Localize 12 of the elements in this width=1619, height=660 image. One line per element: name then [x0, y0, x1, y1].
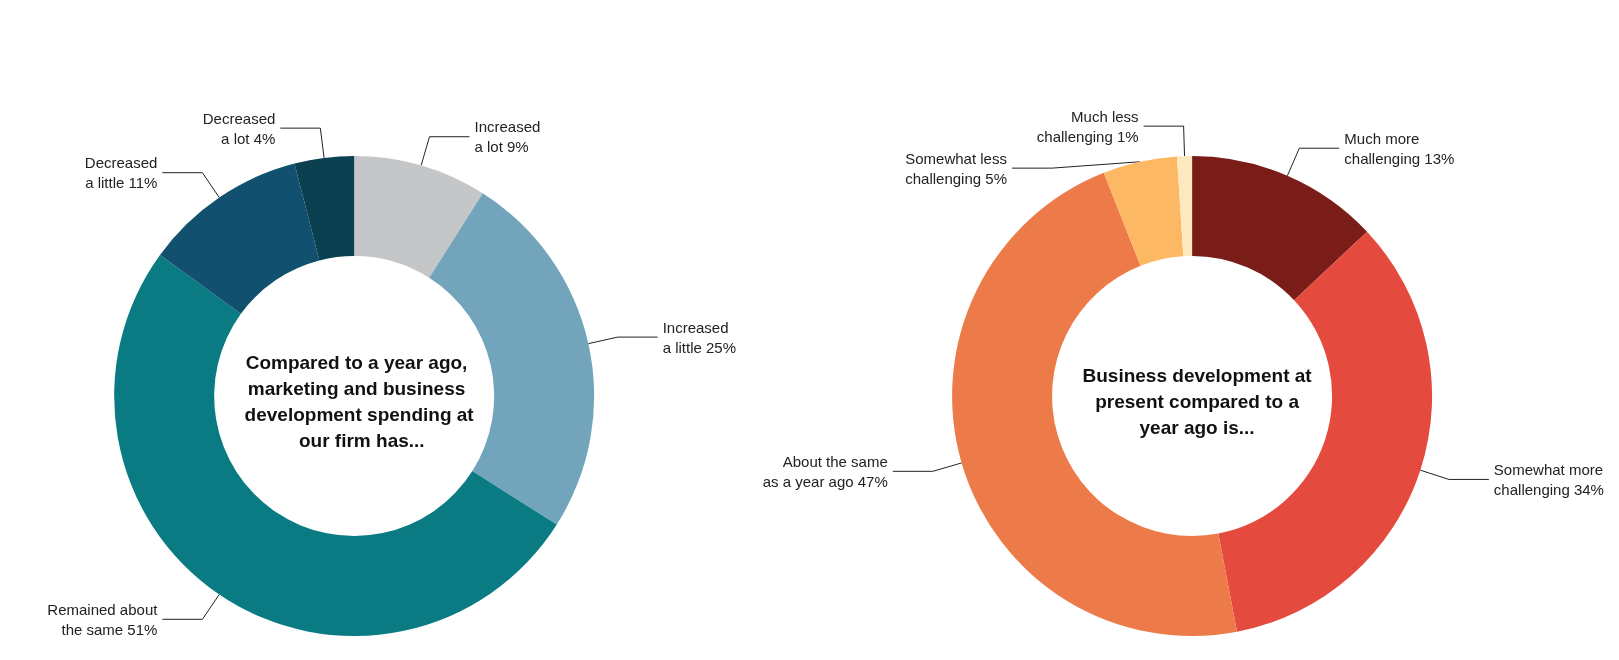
slice-label: Somewhat less challenging 5%: [905, 149, 1007, 187]
slice-label: Increased a lot 9%: [474, 118, 541, 156]
text: Business development at present compared to a year ago is...: [1082, 364, 1313, 438]
slice-label: Decreased a little 11%: [84, 154, 158, 192]
slice-label: Somewhat more challenging 34%: [1493, 460, 1604, 498]
slice-label: Much more challenging 13%: [1344, 129, 1455, 167]
slice-label: Remained about the same 51%: [47, 600, 159, 638]
slice-label: Much less challenging 1%: [1036, 107, 1139, 145]
slice-label: About the same as a year ago 47%: [762, 452, 888, 490]
slice-label: Decreased a lot 4%: [202, 109, 276, 147]
slice-label: Increased a little 25%: [662, 318, 737, 356]
text: Compared to a year ago, marketing and business development spending at our firm has...: [244, 351, 475, 451]
